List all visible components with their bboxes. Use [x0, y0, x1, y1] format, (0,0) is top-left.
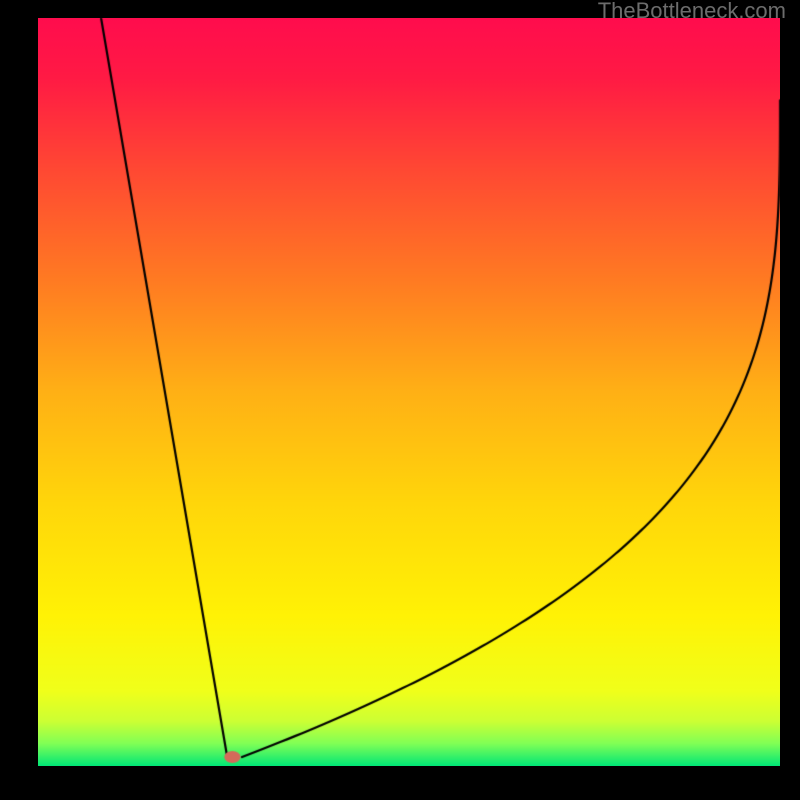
- chart-root: TheBottleneck.com: [0, 0, 800, 800]
- chart-canvas: [0, 0, 800, 800]
- watermark-text: TheBottleneck.com: [598, 0, 786, 24]
